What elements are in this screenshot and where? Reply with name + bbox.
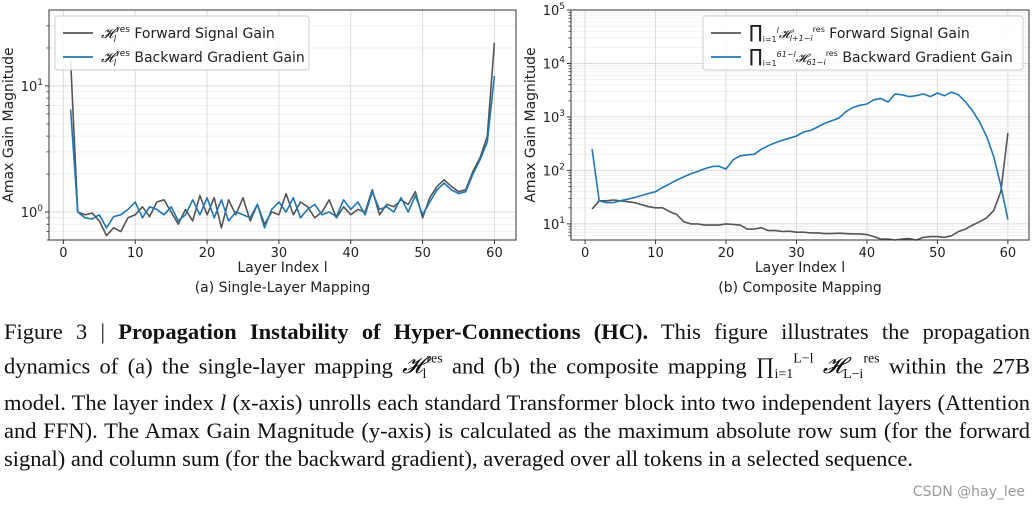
y-tick-label: 105 [543,2,565,19]
panel-subtitle: (b) Composite Mapping [718,280,882,296]
legend-label-forward-part: res [813,25,825,34]
legend-box [702,15,1024,71]
legend-label-backward-part: l [114,59,117,69]
legend-label-forward-part: ∏ [749,22,763,43]
y-tick-label-part: 10 [21,206,38,221]
x-axis-label: Layer Index l [755,260,845,276]
x-tick-label: 30 [788,246,805,261]
x-tick-label: 50 [414,246,431,261]
y-axis-label: Amax Gain Magnitude [523,47,539,202]
plot-frame [570,9,1030,241]
y-tick-label-part: 4 [559,55,565,65]
y-tick-label-part: 10 [21,80,38,95]
x-tick-label: 10 [127,246,144,261]
legend-label-forward-part: Forward Signal Gain [825,26,970,42]
caption-math-single: 𝓗lres [402,352,443,383]
series-line-forward [591,132,1009,241]
caption-math-l: l [220,390,227,416]
x-tick-label: 60 [1000,246,1017,261]
x-tick-label: 0 [59,246,67,261]
legend-label-backward-part: i=1 [763,59,777,68]
x-tick-label: 10 [647,246,664,261]
legend-label-backward: 𝓗lres Backward Gradient Gain [101,49,305,69]
legend-label-forward-part: Forward Signal Gain [130,26,275,42]
caption-title: Propagation Instability of Hyper-Connect… [118,319,649,344]
y-tick-label-part: 10 [543,111,560,126]
caption-math-composite: ∏i=1L−l 𝓗L−ires [755,352,880,383]
y-tick-label-part: 2 [559,162,565,172]
y-tick-label-part: 10 [543,57,560,72]
legend-label-backward-part: 61−l [777,50,797,59]
caption-figure-label: Figure 3 | [4,319,105,344]
caption-body-3: within the 27B model. The layer index [4,353,1031,416]
y-tick-label-part: 3 [559,109,565,119]
x-tick-label: 30 [271,246,288,261]
panel-subtitle: (a) Single-Layer Mapping [195,280,371,296]
x-tick-label: 60 [486,246,503,261]
y-tick-label-part: 10 [543,4,560,19]
x-tick-label: 20 [199,246,216,261]
plot-frame [48,9,517,241]
legend-label-forward-part: l [114,35,117,45]
legend-label-forward: ∏i=1l𝓗l+1−ires Forward Signal Gain [749,22,970,44]
legend-label-backward-part: Backward Gradient Gain [130,50,305,66]
x-tick-label: 50 [929,246,946,261]
series-line-backward [591,91,1009,220]
legend-label-backward-part: Backward Gradient Gain [838,50,1013,66]
figure-caption: Figure 3 | Propagation Instability of Hy… [4,318,1030,473]
legend-label-backward: ∏i=161−l𝓗61−ires Backward Gradient Gain [749,46,1013,68]
caption-body-2: and (b) the composite mapping [451,353,747,379]
legend-label-backward-part: res [116,49,130,59]
x-tick-label: 40 [859,246,876,261]
y-axis-label: Amax Gain Magnitude [1,47,17,202]
y-tick-label-part: 0 [37,204,43,214]
watermark: CSDN @hay_lee [912,484,1025,500]
legend-label-forward-part: l+1−i [790,34,814,43]
y-tick-label: 102 [543,162,565,179]
x-tick-label: 20 [718,246,735,261]
caption-body-1: This figure illustrates the propagation … [4,319,1031,379]
y-tick-label: 100 [21,204,44,221]
legend-label-forward-part: i=1 [763,35,777,44]
y-tick-label: 104 [543,55,566,72]
x-tick-label: 0 [581,246,589,261]
y-tick-label-part: 5 [559,2,565,12]
y-tick-label-part: 10 [543,164,560,179]
legend-box [54,15,310,71]
series-line-forward [69,42,496,237]
y-tick-label: 103 [543,109,565,126]
x-tick-label: 40 [342,246,359,261]
y-tick-label: 101 [21,78,43,95]
y-tick-label: 101 [543,216,565,233]
legend-label-backward-part: 61−i [807,58,827,67]
legend-label-forward-part: l [777,26,780,35]
y-tick-label-part: 1 [37,78,43,88]
legend-label-forward-part: res [116,25,130,35]
legend-label-backward-part: ∏ [749,46,763,67]
series-line-backward [69,75,496,229]
legend-label-backward-part: res [826,49,838,58]
x-axis-label: Layer Index l [237,260,327,276]
y-tick-label-part: 10 [543,218,560,233]
caption-body-4: (x-axis) unrolls each standard Transform… [4,390,1031,472]
y-tick-label-part: 1 [559,216,565,226]
